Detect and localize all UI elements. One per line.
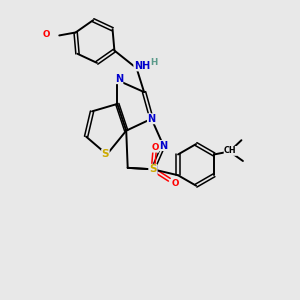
Text: N: N bbox=[159, 140, 167, 151]
Text: N: N bbox=[115, 74, 123, 84]
Text: S: S bbox=[149, 164, 157, 174]
Text: N: N bbox=[149, 166, 157, 176]
Text: S: S bbox=[102, 149, 109, 160]
Text: N: N bbox=[147, 114, 155, 124]
Text: O: O bbox=[172, 179, 179, 188]
Text: H: H bbox=[150, 58, 158, 68]
Text: O: O bbox=[43, 30, 50, 39]
Text: NH: NH bbox=[134, 61, 150, 71]
Text: CH: CH bbox=[224, 146, 237, 155]
Text: O: O bbox=[151, 143, 159, 152]
